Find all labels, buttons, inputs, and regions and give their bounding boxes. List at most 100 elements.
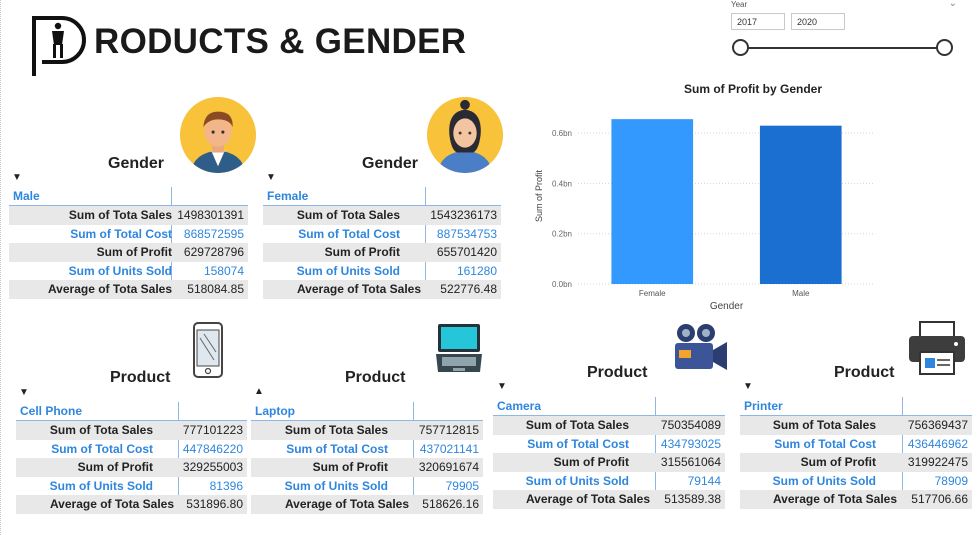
sort-desc-icon[interactable]: ▼: [497, 381, 507, 392]
row-label: Sum of Units Sold: [49, 478, 153, 493]
table-row: Sum of Units Sold 79144: [493, 472, 725, 491]
female-table: Female Sum of Tota Sales 1543236173 Sum o…: [263, 187, 501, 299]
table-row: Sum of Total Cost 434793025: [493, 435, 725, 454]
year-to-input[interactable]: 2020: [791, 13, 845, 30]
row-value: 513589.38: [664, 492, 721, 506]
column-divider: [171, 187, 172, 299]
sort-asc-icon[interactable]: ▲: [254, 386, 264, 397]
table-row: Sum of Profit 320691674: [251, 458, 483, 477]
row-value: 522776.48: [440, 282, 497, 296]
table-row: Average of Tota Sales 518084.85: [9, 280, 248, 299]
chevron-down-icon[interactable]: ⌄: [948, 0, 957, 9]
slicer-label: Year: [731, 0, 748, 9]
row-value: 81396: [209, 478, 243, 493]
table-row: Sum of Units Sold 161280: [263, 262, 501, 281]
column-divider: [413, 402, 414, 514]
table-row: Average of Tota Sales 518626.16: [251, 495, 483, 514]
table-row: Sum of Profit 315561064: [493, 453, 725, 472]
row-value: 329255003: [182, 460, 243, 474]
row-label: Sum of Total Cost: [298, 226, 400, 241]
sort-desc-icon[interactable]: ▼: [19, 387, 29, 398]
slider-track[interactable]: [740, 47, 946, 49]
row-value: 756369437: [907, 418, 968, 432]
table-row: Sum of Total Cost 868572595: [9, 225, 248, 244]
gender-title-male: Gender: [108, 155, 165, 172]
table-row: Average of Tota Sales 513589.38: [493, 490, 725, 509]
column-divider: [425, 187, 426, 299]
table-header-label: Printer: [744, 399, 783, 413]
row-value: 655701420: [436, 245, 497, 259]
product-title-laptop: Product: [345, 369, 406, 386]
slider-end-handle[interactable]: [936, 39, 953, 56]
table-header: Female: [263, 187, 501, 206]
bar-female: [611, 119, 694, 284]
cell-phone-icon: [193, 322, 223, 378]
row-label: Sum of Profit: [312, 460, 388, 474]
row-value: 434793025: [660, 436, 721, 451]
year-from-input[interactable]: 2017: [731, 13, 785, 30]
column-divider: [655, 397, 656, 509]
brand-logo: [32, 16, 86, 76]
row-value: 320691674: [418, 460, 479, 474]
row-value: 436446962: [907, 436, 968, 451]
row-value: 79144: [687, 473, 721, 488]
chart-title: Sum of Profit by Gender: [684, 82, 822, 96]
row-label: Sum of Units Sold: [284, 478, 388, 493]
profit-by-gender-chart: Sum of Profit by Gender 0.0bn 0.2bn 0.4bn 0.…: [534, 82, 875, 312]
row-value: 518626.16: [422, 497, 479, 511]
table-row: Sum of Units Sold 78909: [740, 472, 972, 491]
y-tick-label: 0.2bn: [552, 230, 572, 239]
sort-desc-icon[interactable]: ▼: [743, 381, 753, 392]
row-label: Sum of Profit: [800, 455, 876, 469]
x-tick-label: Female: [639, 289, 666, 298]
x-axis-label: Gender: [710, 301, 744, 312]
page-edge: [0, 0, 1, 535]
table-row: Sum of Total Cost 437021141: [251, 440, 483, 459]
row-value: 531896.80: [186, 497, 243, 511]
row-label: Sum of Profit: [77, 460, 153, 474]
row-label: Sum of Tota Sales: [296, 208, 400, 222]
row-label: Average of Tota Sales: [47, 282, 172, 296]
table-header-label: Camera: [497, 399, 542, 413]
row-label: Sum of Profit: [96, 245, 172, 259]
camera-icon: [675, 324, 727, 370]
row-value: 517706.66: [911, 492, 968, 506]
table-row: Average of Tota Sales 531896.80: [16, 495, 247, 514]
laptop-icon: [436, 324, 482, 372]
female-avatar-icon: [426, 96, 504, 174]
row-label: Sum of Profit: [553, 455, 629, 469]
table-row: Sum of Tota Sales 1543236173: [263, 206, 501, 225]
sort-desc-icon[interactable]: ▼: [266, 172, 276, 183]
row-label: Average of Tota Sales: [772, 492, 897, 506]
row-value: 777101223: [182, 423, 243, 437]
row-value: 78909: [934, 473, 968, 488]
row-value: 319922475: [907, 455, 968, 469]
year-slicer[interactable]: Year ⌄ 2017 2020: [729, 0, 961, 62]
table-row: Sum of Tota Sales 1498301391: [9, 206, 248, 225]
row-value: 1498301391: [177, 208, 244, 222]
y-axis-label: Sum of Profit: [534, 169, 544, 222]
table-row: Sum of Units Sold 81396: [16, 477, 247, 496]
row-label: Sum of Total Cost: [774, 436, 876, 451]
row-label: Average of Tota Sales: [525, 492, 650, 506]
printer-table: Printer Sum of Tota Sales 756369437 Sum o…: [740, 397, 972, 509]
table-header-label: Cell Phone: [20, 404, 83, 418]
male-avatar-icon: [179, 96, 257, 174]
gender-title-female: Gender: [362, 155, 419, 172]
table-row: Sum of Tota Sales 757712815: [251, 421, 483, 440]
row-label: Sum of Tota Sales: [772, 418, 876, 432]
page-title: RODUCTS & GENDER: [94, 22, 467, 61]
table-header: Male: [9, 187, 248, 206]
row-label: Sum of Total Cost: [70, 226, 172, 241]
product-title-camera: Product: [587, 364, 648, 381]
row-value: 437021141: [419, 441, 479, 456]
table-row: Sum of Tota Sales 750354089: [493, 416, 725, 435]
row-label: Sum of Total Cost: [51, 441, 153, 456]
slider-start-handle[interactable]: [732, 39, 749, 56]
row-value: 315561064: [660, 455, 721, 469]
row-value: 1543236173: [430, 208, 497, 222]
table-header-label: Female: [267, 189, 309, 203]
sort-desc-icon[interactable]: ▼: [12, 172, 22, 183]
row-label: Average of Tota Sales: [284, 497, 409, 511]
table-row: Sum of Profit 329255003: [16, 458, 247, 477]
